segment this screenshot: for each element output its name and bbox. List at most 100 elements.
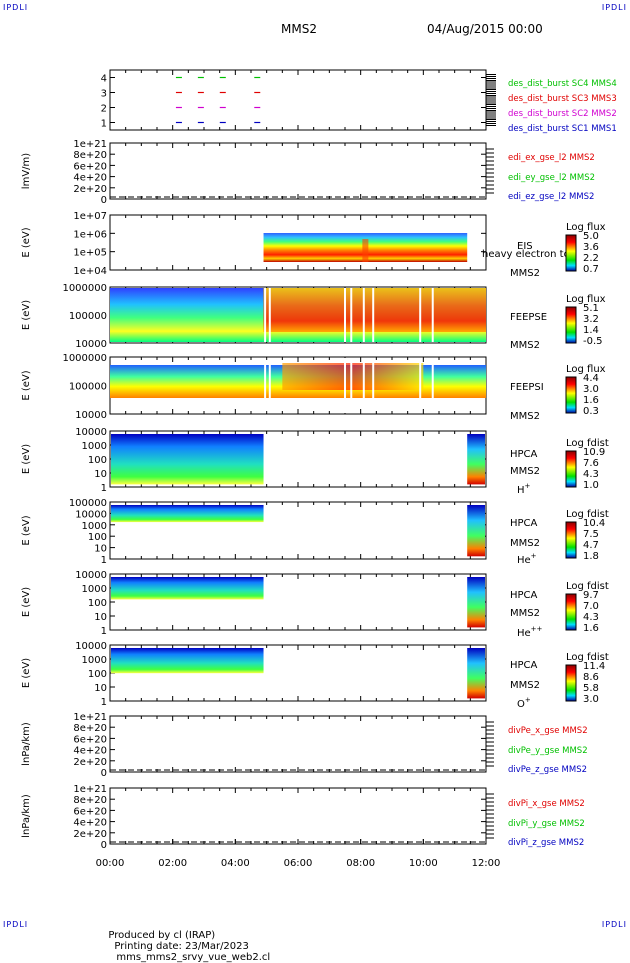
panel-11-y-tick-label: 6e+20 <box>73 806 107 817</box>
panel-4-colorbar-tick-label: 3.2 <box>583 314 599 325</box>
hpca-3-spectrogram-late <box>467 577 485 628</box>
panel-11-y-tick-label: 2e+20 <box>73 829 107 840</box>
panel-10-y-tick-label: 2e+20 <box>73 757 107 768</box>
panel-3-colorbar-tick-label: 0.7 <box>583 264 599 275</box>
panel-5-y-label: E (eV) <box>21 370 32 400</box>
panel-6-instrument-label: HPCA <box>510 449 538 460</box>
panel-5-colorbar-tick-label: 3.0 <box>583 384 599 395</box>
panel-6-y-tick-label: 100 <box>88 455 107 466</box>
panel-8-y-tick-label: 1 <box>101 626 107 637</box>
panel-7-y-tick-label: 10 <box>94 544 107 555</box>
panel-11-frame <box>109 787 487 845</box>
x-tick-label: 06:00 <box>284 858 313 869</box>
hpca-4-spectrogram-late <box>467 648 485 699</box>
panel-1-legend-2: des_dist_burst SC2 MMS2 <box>508 109 617 119</box>
page-title-date: 04/Aug/2015 00:00 <box>427 22 543 36</box>
panel-5-y-tick-label: 100000 <box>69 382 107 393</box>
footer-date: Printing date: 23/Mar/2023 <box>114 941 249 952</box>
panel-4-colorbar-tick-label: 5.1 <box>583 303 599 314</box>
panel-1-y-tick-label: 3 <box>101 89 107 100</box>
panel-3-y-tick-label: 1e+07 <box>73 211 107 222</box>
panel-9-colorbar-tick-label: 3.0 <box>583 694 599 705</box>
panel-11-legend-2: divPi_y_gse MMS2 <box>508 819 585 829</box>
panel-7-y-tick-label: 100000 <box>69 498 107 509</box>
hpca-2-spectrogram-early <box>111 505 264 523</box>
panel-7-colorbar-tick-label: 7.5 <box>583 529 599 540</box>
panel-1-y-tick-label: 4 <box>101 74 107 85</box>
panel-8-colorbar-tick-label: 4.3 <box>583 612 599 623</box>
panel-10-y-tick-label: 6e+20 <box>73 734 107 745</box>
panel-6-colorbar <box>565 450 577 488</box>
panel-1-legend-4: des_dist_burst SC4 MMS4 <box>508 79 617 89</box>
panel-11-legend-3: divPi_z_gse MMS2 <box>508 838 584 848</box>
hpca-1-spectrogram-late <box>467 434 485 485</box>
panel-7-y-tick-label: 100 <box>88 532 107 543</box>
panel-5-instrument-label: FEEPSI <box>510 382 544 393</box>
panel-4-colorbar-tick-label: -0.5 <box>583 336 603 347</box>
panel-2-y-tick-label: 0 <box>101 195 107 206</box>
panel-7-colorbar-tick-label: 1.8 <box>583 551 599 562</box>
footer-file: mms_mms2_srvy_vue_web2.cl <box>116 952 271 963</box>
x-tick-label: 00:00 <box>96 858 125 869</box>
eis-central-feature <box>362 239 369 262</box>
panel-10-legend-1: divPe_x_gse MMS2 <box>508 726 588 736</box>
panel-2-frame <box>109 142 487 200</box>
corner-tag-bottom-right: IPDLI <box>601 920 627 929</box>
panel-6-instrument-label: MMS2 <box>510 466 540 477</box>
panel-8-colorbar-title: Log fdist <box>566 581 609 592</box>
panel-10-y-tick-label: 4e+20 <box>73 746 107 757</box>
panel-4-y-label: E (eV) <box>21 300 32 330</box>
panel-6-y-tick-label: 10000 <box>75 427 107 438</box>
panel-1-frame <box>109 69 487 131</box>
panel-10-legend-3: divPe_z_gse MMS2 <box>508 765 587 775</box>
panel-2-y-tick-label: 2e+20 <box>73 184 107 195</box>
hpca-2-spectrogram-late <box>467 505 485 557</box>
panel-7-colorbar-title: Log fdist <box>566 509 609 520</box>
panel-8-y-tick-label: 10000 <box>75 570 107 581</box>
panel-8-colorbar-tick-label: 7.0 <box>583 601 599 612</box>
eis-species-label: heavy electron to <box>482 249 570 260</box>
panel-5-colorbar-tick-label: 4.4 <box>583 373 599 384</box>
panel-7-species-label: He+ <box>517 552 537 566</box>
panel-4-instrument-label: MMS2 <box>510 340 540 351</box>
eis-spacecraft-label: MMS2 <box>510 268 540 279</box>
panel-6-species-label: H+ <box>517 482 531 496</box>
panel-5-colorbar-title: Log flux <box>566 364 606 375</box>
panel-10-y-label: lnPa/km) <box>21 722 32 766</box>
feepse-spectrogram-high <box>263 288 486 332</box>
panel-3-y-tick-label: 1e+05 <box>73 248 107 259</box>
panel-6-y-label: E (eV) <box>21 444 32 474</box>
panel-2-y-tick-label: 6e+20 <box>73 161 107 172</box>
x-tick-label: 12:00 <box>472 858 501 869</box>
panel-2-legend-1: edi_ex_gse_l2 MMS2 <box>508 153 595 163</box>
panel-9-colorbar-tick-label: 5.8 <box>583 683 599 694</box>
panel-3-y-label: E (eV) <box>21 227 32 257</box>
panel-4-y-tick-label: 1000000 <box>62 283 107 294</box>
panel-8-y-tick-label: 1000 <box>82 584 107 595</box>
panel-2-y-tick-label: 4e+20 <box>73 173 107 184</box>
panel-3-y-tick-label: 1e+04 <box>73 266 107 277</box>
panel-11-y-tick-label: 4e+20 <box>73 818 107 829</box>
feepsi-energetic-band <box>282 363 424 390</box>
panel-1-legend-1: des_dist_burst SC1 MMS1 <box>508 124 617 134</box>
panel-10-frame <box>109 715 487 773</box>
panel-3-colorbar <box>565 234 577 272</box>
panel-5-colorbar-tick-label: 1.6 <box>583 395 599 406</box>
panel-7-y-tick-label: 1000 <box>82 521 107 532</box>
panel-8-y-label: E (eV) <box>21 587 32 617</box>
panel-11-y-tick-label: 1e+21 <box>73 784 107 795</box>
page-title-spacecraft: MMS2 <box>281 22 317 36</box>
panel-2-y-tick-label: 8e+20 <box>73 150 107 161</box>
panel-5-instrument-label: MMS2 <box>510 411 540 422</box>
panel-7-y-tick-label: 1 <box>101 555 107 566</box>
panel-9-colorbar-title: Log fdist <box>566 652 609 663</box>
panel-7-y-label: E (eV) <box>21 515 32 545</box>
panel-6-colorbar-tick-label: 1.0 <box>583 480 599 491</box>
panel-9-instrument-label: MMS2 <box>510 680 540 691</box>
panel-5-y-tick-label: 10000 <box>75 410 107 421</box>
panel-9-colorbar <box>565 664 577 702</box>
panel-9-y-tick-label: 10000 <box>75 641 107 652</box>
panel-6-colorbar-tick-label: 7.6 <box>583 458 599 469</box>
panel-8-y-tick-label: 10 <box>94 612 107 623</box>
panel-11-y-tick-label: 0 <box>101 840 107 851</box>
